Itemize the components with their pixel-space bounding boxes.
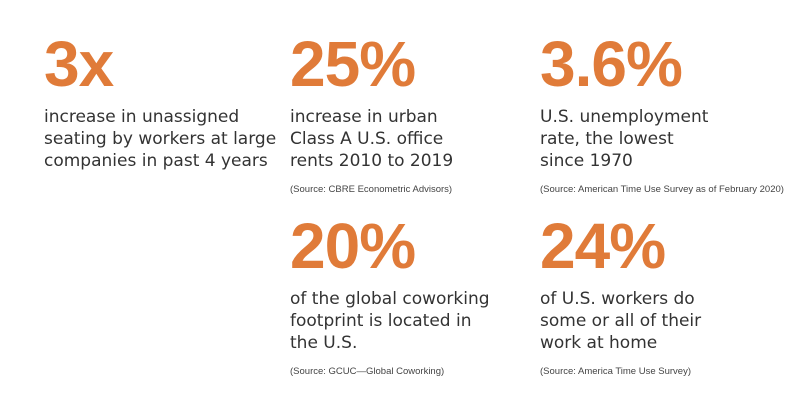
stat-description: U.S. unemployment rate, the lowest since…	[540, 106, 790, 172]
desc-line: footprint is located in	[290, 311, 472, 331]
stat-description: of the global coworking footprint is loc…	[290, 288, 540, 354]
stat-unassigned-seating: 3x increase in unassigned seating by wor…	[44, 32, 294, 172]
desc-line: rate, the lowest	[540, 129, 674, 149]
stat-unemployment: 3.6% U.S. unemployment rate, the lowest …	[540, 32, 790, 195]
desc-line: Class A U.S. office	[290, 129, 444, 149]
desc-line: increase in urban	[290, 107, 438, 127]
stat-description: increase in urban Class A U.S. office re…	[290, 106, 540, 172]
stat-value: 3.6%	[540, 28, 683, 100]
stat-work-at-home: 24% of U.S. workers do some or all of th…	[540, 214, 790, 377]
desc-line: the U.S.	[290, 333, 358, 353]
stat-value: 24%	[540, 210, 666, 282]
stat-coworking-footprint: 20% of the global coworking footprint is…	[290, 214, 540, 377]
stat-source: (Source: GCUC—Global Coworking)	[290, 366, 445, 377]
stat-value: 20%	[290, 210, 416, 282]
desc-line: U.S. unemployment	[540, 107, 709, 127]
desc-line: some or all of their	[540, 311, 702, 331]
stat-office-rents: 25% increase in urban Class A U.S. offic…	[290, 32, 540, 195]
stat-value: 3x	[44, 28, 114, 100]
desc-line: seating by workers at large	[44, 129, 277, 149]
stat-source: (Source: America Time Use Survey)	[540, 366, 691, 377]
stat-source: (Source: American Time Use Survey as of …	[540, 184, 784, 195]
desc-line: of U.S. workers do	[540, 289, 695, 309]
stat-description: of U.S. workers do some or all of their …	[540, 288, 790, 354]
desc-line: companies in past 4 years	[44, 151, 268, 171]
desc-line: of the global coworking	[290, 289, 490, 309]
desc-line: increase in unassigned	[44, 107, 240, 127]
stat-source: (Source: CBRE Econometric Advisors)	[290, 184, 453, 195]
stat-description: increase in unassigned seating by worker…	[44, 106, 294, 172]
desc-line: work at home	[540, 333, 658, 353]
stat-value: 25%	[290, 28, 416, 100]
desc-line: rents 2010 to 2019	[290, 151, 454, 171]
desc-line: since 1970	[540, 151, 633, 171]
